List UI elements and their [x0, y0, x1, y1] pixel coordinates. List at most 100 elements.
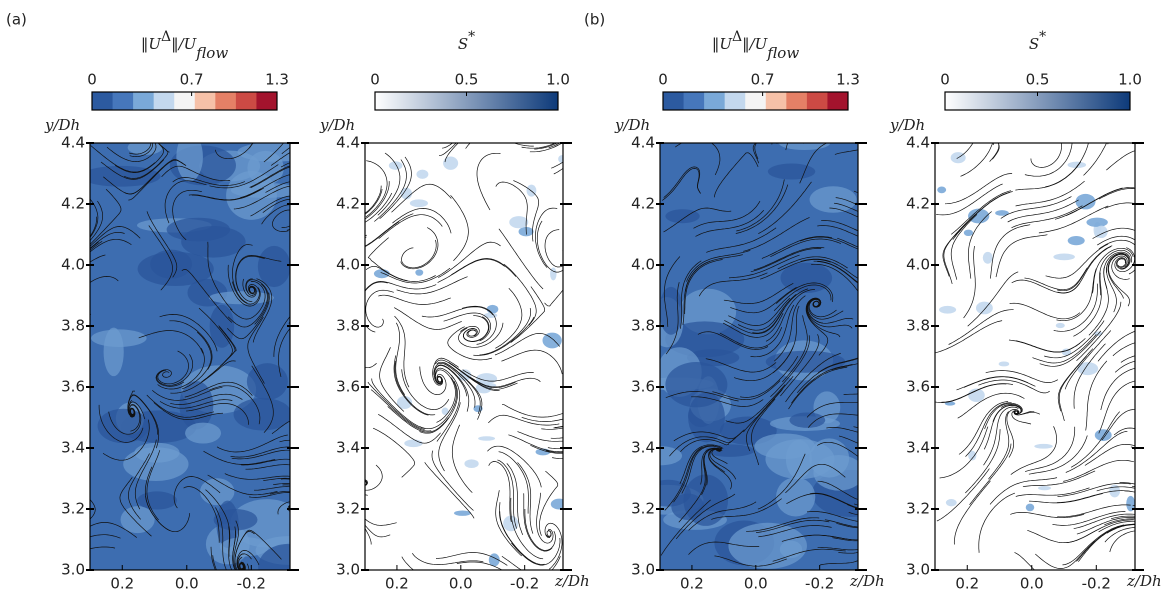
y-tick-label: 3.0	[61, 561, 85, 579]
plot-frame	[659, 142, 859, 571]
streamline	[1104, 202, 1135, 209]
y-tick-label: 3.4	[631, 439, 655, 457]
streamline	[1085, 360, 1108, 431]
streamline	[1057, 482, 1131, 497]
streamline	[247, 316, 265, 384]
streamline	[170, 360, 236, 394]
streamline	[774, 295, 806, 362]
streamline	[379, 347, 405, 412]
field-patch	[660, 286, 683, 335]
streamline	[365, 181, 390, 220]
streamline	[832, 537, 858, 542]
streamline	[754, 143, 759, 160]
y-tick-label: 4.4	[61, 134, 85, 152]
streamline	[237, 556, 245, 570]
field-patch	[780, 262, 833, 294]
colorbar-title: ‖UΔ‖/Uflow	[141, 29, 229, 62]
streamline	[743, 217, 810, 252]
streamline	[252, 278, 273, 343]
field	[90, 143, 290, 570]
streamline	[831, 363, 858, 371]
streamline	[510, 286, 546, 343]
streamline	[989, 477, 1058, 505]
streamline	[853, 190, 858, 193]
streamline	[394, 307, 462, 330]
streamline	[1010, 426, 1057, 475]
field-patch	[665, 209, 700, 224]
field-patch	[443, 156, 459, 170]
streamline	[1070, 411, 1120, 468]
colorbar-swatch	[92, 92, 114, 110]
streamline	[723, 282, 794, 304]
field-patch	[237, 143, 290, 162]
y-tick-label: 3.6	[61, 378, 85, 396]
streamline	[674, 143, 721, 176]
streamline	[826, 427, 858, 433]
streamline	[963, 245, 976, 319]
streamline	[250, 195, 290, 217]
streamline	[960, 143, 993, 177]
streamline	[743, 375, 794, 433]
colorbar-swatch	[375, 92, 558, 110]
field-patch	[150, 249, 193, 279]
y-tick-label: 3.4	[906, 439, 930, 457]
streamline	[942, 214, 976, 277]
streamline	[529, 143, 563, 153]
field-patch	[1077, 362, 1099, 376]
x-tick-label: 0.0	[175, 575, 199, 593]
streamline	[443, 312, 492, 342]
streamline	[444, 143, 459, 163]
streamline	[758, 181, 812, 235]
streamline	[161, 165, 231, 182]
streamline	[663, 256, 681, 327]
streamline	[106, 143, 157, 162]
streamline	[487, 445, 542, 488]
streamline	[1097, 235, 1135, 246]
streamline	[681, 445, 722, 494]
x-tick-label: -0.2	[237, 575, 266, 593]
field-patch	[968, 388, 985, 403]
streamline	[967, 271, 1019, 327]
field-patch	[396, 395, 413, 409]
streamline	[501, 556, 561, 570]
streamline	[506, 463, 524, 536]
streamline	[450, 363, 518, 390]
streamline	[365, 192, 393, 223]
streamline	[172, 177, 246, 186]
streamline	[278, 327, 290, 377]
streamline	[435, 552, 508, 566]
streamline	[1083, 143, 1107, 176]
streamline	[400, 227, 439, 270]
streamline	[181, 331, 212, 390]
streamline	[536, 220, 563, 273]
streamline	[797, 534, 858, 541]
streamline	[513, 180, 540, 242]
field-patch	[975, 301, 993, 315]
streamline	[965, 429, 1001, 494]
streamline	[98, 404, 144, 443]
streamline	[978, 379, 1050, 394]
colorbar-title: S*	[458, 29, 475, 53]
streamline	[459, 325, 480, 338]
streamline	[806, 511, 858, 522]
title-part: ‖/U	[171, 35, 198, 53]
streamline	[476, 152, 501, 211]
plot-frame	[934, 142, 1136, 571]
y-axis-label: y/Dh	[889, 116, 925, 134]
y-tick-label: 4.2	[61, 195, 85, 213]
streamline	[817, 547, 858, 551]
streamline	[129, 143, 152, 155]
streamline	[1113, 427, 1135, 436]
field-patch	[968, 450, 977, 461]
streamline	[114, 143, 164, 173]
streamline	[458, 322, 504, 348]
streamline	[950, 190, 1012, 235]
streamline	[737, 294, 797, 331]
streamline	[517, 462, 534, 534]
streamline	[697, 331, 769, 350]
field-patch	[968, 208, 990, 224]
streamline	[262, 198, 290, 213]
x-tick-label: -0.2	[1082, 575, 1111, 593]
streamline	[957, 392, 1025, 419]
streamline	[245, 464, 290, 470]
